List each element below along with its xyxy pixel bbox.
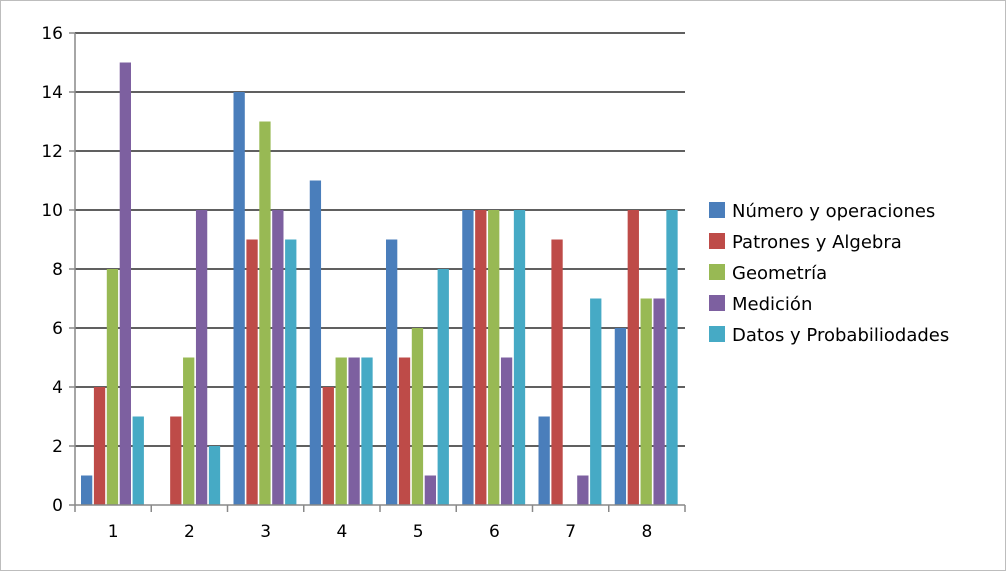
bar [335, 357, 347, 505]
bar [462, 210, 474, 505]
bar [272, 210, 284, 505]
y-tick-label: 16 [41, 24, 63, 44]
bar [386, 239, 398, 505]
bar [309, 180, 322, 505]
y-tick-label: 6 [52, 319, 63, 339]
gridlines [75, 32, 685, 447]
bar [208, 446, 221, 505]
bar [170, 416, 182, 505]
bar [653, 298, 665, 505]
bar [119, 62, 131, 505]
bar [398, 357, 411, 505]
x-tick-label: 7 [565, 522, 576, 542]
x-tick-label: 4 [336, 522, 347, 542]
bar [348, 357, 360, 505]
bar [614, 328, 627, 505]
bar [627, 210, 639, 505]
y-tick-label: 10 [41, 201, 63, 221]
legend-label: Geometría [732, 263, 827, 284]
legend-swatch [709, 264, 725, 280]
bar [513, 210, 526, 505]
bar [361, 357, 373, 505]
bar [475, 210, 487, 505]
bar [590, 298, 602, 505]
bar [411, 328, 424, 505]
bar [259, 121, 271, 505]
x-tick-label: 5 [413, 522, 424, 542]
bar [233, 92, 245, 505]
bars [81, 62, 678, 505]
bar [93, 387, 106, 505]
bar [322, 387, 334, 505]
legend-swatch [709, 202, 725, 218]
legend-swatch [709, 326, 725, 342]
x-tick-label: 6 [489, 522, 500, 542]
x-tick-label: 3 [260, 522, 271, 542]
y-tick-label: 4 [52, 378, 63, 398]
bar [640, 298, 652, 505]
legend-swatch [709, 233, 725, 249]
bar [132, 416, 144, 505]
bar [183, 357, 195, 505]
bar [81, 475, 93, 505]
legend-label: Medición [732, 294, 812, 315]
bar [577, 475, 589, 505]
bar [437, 269, 449, 505]
bar [424, 475, 436, 505]
legend-label: Número y operaciones [732, 201, 935, 222]
bar [195, 210, 208, 505]
y-tick-label: 2 [52, 437, 63, 457]
x-tick-label: 2 [184, 522, 195, 542]
bar [246, 239, 258, 505]
bar [106, 269, 119, 505]
y-tick-label: 8 [52, 260, 63, 280]
y-tick-label: 0 [52, 496, 63, 516]
bar [666, 210, 678, 505]
x-tick-label: 8 [641, 522, 652, 542]
bar [500, 357, 513, 505]
legend: Número y operaciones Patrones y Algebra Ge… [709, 201, 949, 346]
bar [538, 416, 550, 505]
bar [488, 210, 500, 505]
legend-swatch [709, 295, 725, 311]
y-tick-label: 14 [41, 83, 63, 103]
x-tick-label: 1 [108, 522, 119, 542]
bar [551, 239, 563, 505]
legend-label: Datos y Probabiliodades [732, 325, 949, 346]
legend-label: Patrones y Algebra [732, 232, 902, 253]
y-tick-label: 12 [41, 142, 63, 162]
bar [285, 239, 297, 505]
